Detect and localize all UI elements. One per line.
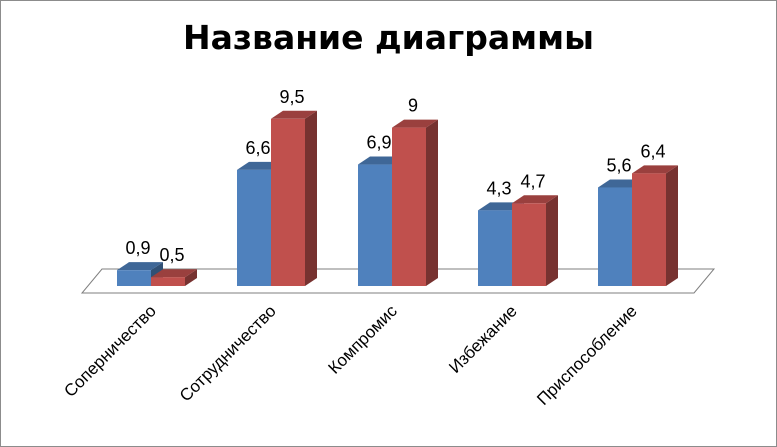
bar-2-3: [392, 119, 438, 286]
data-label-1-2: 6,6: [245, 138, 270, 158]
category-label-1: Соперничество: [60, 301, 159, 400]
bar-2-5: [632, 165, 678, 286]
data-label-1-4: 4,3: [486, 178, 511, 198]
bar-2-1: [151, 269, 197, 286]
data-label-2-2: 9,5: [279, 87, 304, 107]
data-label-2-5: 6,4: [640, 141, 665, 161]
data-label-2-1: 0,5: [159, 245, 184, 265]
category-label-5: Приспособление: [533, 301, 641, 409]
category-label-4: Избежание: [445, 301, 521, 377]
data-label-2-3: 9: [408, 96, 418, 116]
data-label-1-1: 0,9: [125, 238, 150, 258]
data-label-1-3: 6,9: [366, 133, 391, 153]
category-label-3: Компромис: [325, 301, 402, 378]
chart-title: Название диаграммы: [183, 18, 594, 57]
bar-2-2: [271, 110, 317, 286]
bar-2-4: [512, 195, 558, 286]
data-label-1-5: 5,6: [606, 155, 631, 175]
data-label-2-4: 4,7: [520, 171, 545, 191]
category-label-2: Сотрудничество: [176, 301, 280, 405]
